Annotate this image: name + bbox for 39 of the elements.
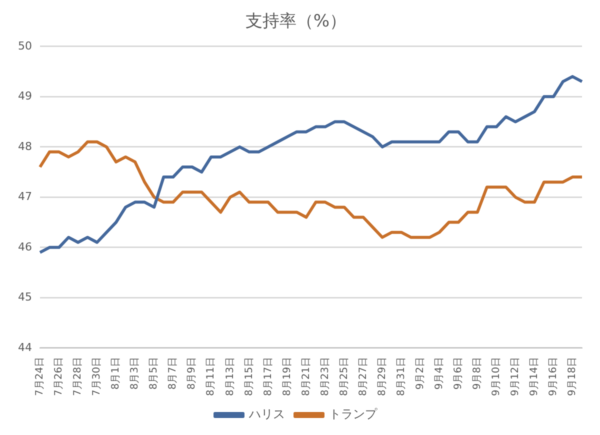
x-tick-label: 8月29日: [376, 356, 388, 396]
y-tick-label: 49: [18, 90, 32, 103]
y-tick-label: 50: [18, 39, 32, 52]
x-tick-label: 9月18日: [567, 356, 578, 396]
x-tick-label: 8月27日: [358, 356, 369, 396]
x-tick-label: 8月21日: [300, 356, 312, 396]
x-tick-label: 9月2日: [414, 356, 426, 390]
y-tick-label: 46: [18, 240, 32, 254]
x-tick-label: 8月17日: [262, 356, 274, 396]
legend-label: トランプ: [329, 407, 378, 422]
x-tick-label: 9月4日: [434, 356, 445, 390]
x-tick-label: 9月12日: [510, 356, 522, 396]
x-tick-label: 8月5日: [148, 356, 160, 390]
x-tick-label: 9月14日: [529, 356, 540, 396]
x-tick-label: 9月16日: [548, 356, 560, 396]
x-tick-label: 8月13日: [224, 356, 236, 396]
legend-label: ハリス: [248, 407, 285, 422]
y-tick-label: 48: [18, 140, 32, 153]
x-tick-label: 7月26日: [54, 356, 65, 396]
x-tick-label: 8月15日: [244, 356, 255, 396]
x-tick-label: 8月31日: [396, 356, 407, 396]
x-tick-label: 7月30日: [92, 356, 103, 396]
chart-title: 支持率（%）: [245, 12, 347, 32]
x-tick-label: 9月10日: [491, 356, 502, 396]
y-tick-label: 45: [18, 290, 32, 304]
x-tick-label: 8月1日: [110, 356, 122, 390]
x-tick-label: 7月24日: [34, 356, 46, 396]
x-tick-label: 8月19日: [282, 356, 293, 396]
x-tick-label: 7月28日: [72, 356, 84, 396]
x-tick-label: 9月6日: [452, 356, 464, 390]
x-tick-label: 9月8日: [472, 356, 483, 390]
x-tick-label: 8月23日: [320, 356, 331, 396]
x-tick-label: 8月7日: [168, 356, 179, 390]
x-tick-label: 8月9日: [186, 356, 198, 390]
x-tick-label: 8月3日: [130, 356, 141, 390]
x-tick-label: 8月11日: [206, 356, 217, 396]
y-tick-label: 44: [18, 340, 32, 354]
y-tick-label: 47: [18, 190, 32, 204]
x-tick-label: 8月25日: [338, 356, 350, 396]
